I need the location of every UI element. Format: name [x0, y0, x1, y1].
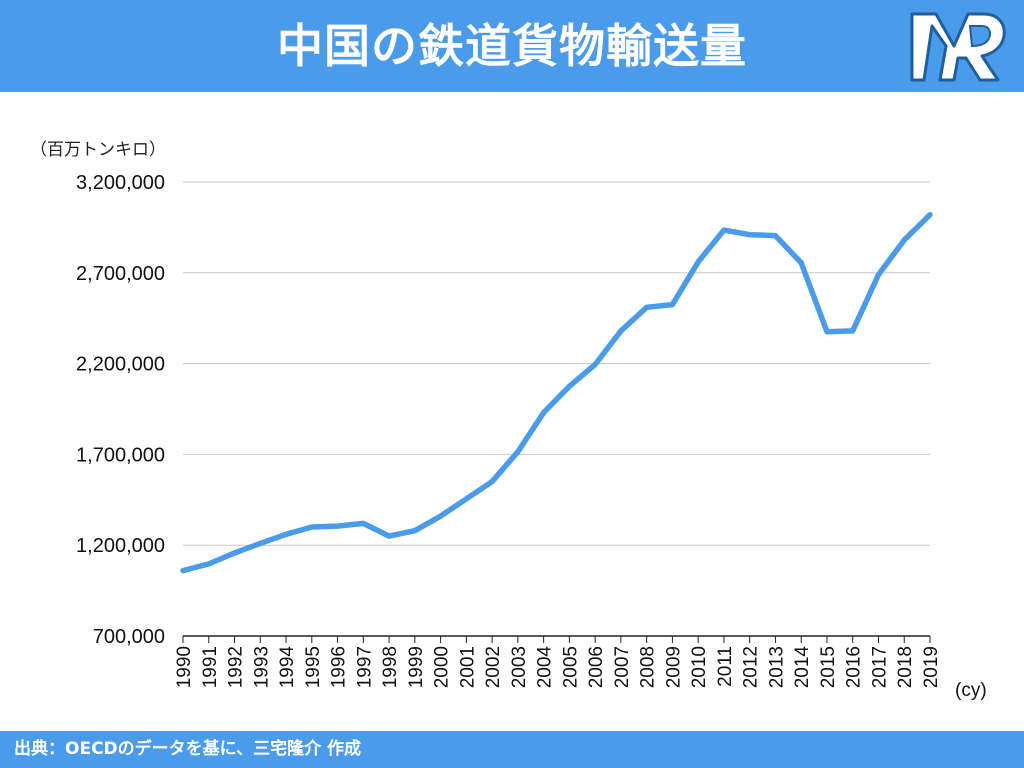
x-tick-label: 2012 [741, 646, 762, 688]
x-tick-label: 1995 [303, 646, 324, 688]
mr-logo-icon [910, 12, 1006, 82]
x-tick-label: 2003 [509, 646, 530, 688]
x-tick-label: 1990 [174, 646, 195, 688]
x-tick-label: 2006 [586, 646, 607, 688]
series-line-freight [180, 211, 933, 574]
line-chart: （百万トンキロ） 3,200,000 2,700,000 2,200,000 1,70… [30, 140, 987, 701]
x-tick-label: 2019 [921, 646, 942, 688]
x-tick-label: 2011 [715, 646, 736, 687]
y-tick-labels: 3,200,000 2,700,000 2,200,000 1,700,000 1,20… [76, 172, 165, 648]
x-tick-labels: 1990 1991 1992 1993 1994 1995 1996 1997 1998 1999… [174, 636, 942, 688]
y-axis-title: （百万トンキロ） [30, 140, 166, 160]
source-note: 出典：OECDのデータを基に、三宅隆介 作成 [14, 739, 362, 759]
x-tick-label: 2018 [895, 646, 916, 688]
x-tick-label: 2000 [432, 646, 453, 688]
grid-lines [183, 181, 930, 637]
footer-bar [0, 731, 1024, 768]
x-tick-label: 1999 [406, 646, 427, 688]
x-tick-label: 2010 [689, 646, 710, 688]
x-tick-label: 2005 [560, 646, 581, 688]
y-tick-label: 1,200,000 [76, 535, 165, 557]
x-tick-label: 2007 [612, 646, 633, 688]
y-tick-label: 2,700,000 [76, 263, 165, 285]
y-tick-label: 2,200,000 [76, 354, 165, 376]
x-tick-label: 2001 [457, 646, 478, 688]
y-tick-label: 1,700,000 [76, 444, 165, 466]
y-tick-label: 3,200,000 [76, 172, 165, 194]
x-tick-label: 2004 [535, 646, 556, 689]
header-bar [0, 0, 1024, 92]
x-tick-label: 2008 [638, 646, 659, 688]
x-axis-title: (cy) [955, 680, 987, 701]
x-tick-label: 1997 [354, 646, 375, 688]
x-tick-label: 1992 [226, 646, 247, 688]
x-tick-label: 2015 [818, 646, 839, 688]
x-tick-label: 2014 [792, 646, 813, 689]
x-tick-label: 2002 [483, 646, 504, 688]
x-tick-label: 2013 [766, 646, 787, 688]
x-tick-label: 2016 [844, 646, 865, 688]
y-tick-label: 700,000 [93, 626, 165, 648]
x-tick-label: 2009 [663, 646, 684, 688]
x-tick-label: 1991 [200, 646, 221, 688]
x-tick-label: 1993 [251, 646, 272, 688]
page-title: 中国の鉄道貨物輸送量 [277, 19, 747, 73]
x-tick-label: 2017 [869, 646, 890, 688]
x-tick-label: 1994 [277, 646, 298, 689]
x-tick-label: 1998 [380, 646, 401, 688]
x-tick-label: 1996 [329, 646, 350, 688]
